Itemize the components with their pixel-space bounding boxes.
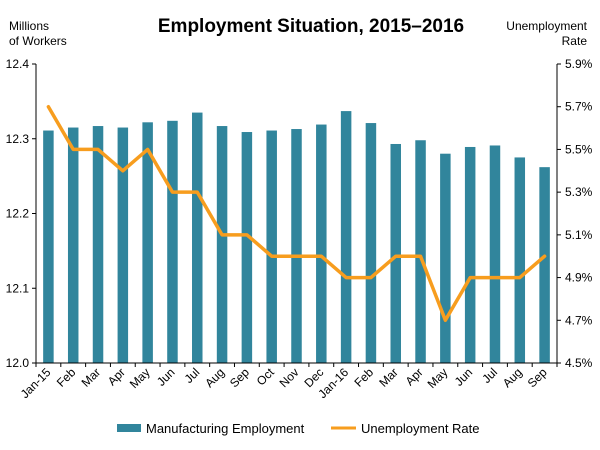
right-tick-label-5: 5.5% xyxy=(565,142,593,156)
right-axis-ticks: 4.5% 4.7% 4.9% 5.1% 5.3% 5.5% 5.7% 5.9% xyxy=(557,57,593,370)
right-tick-label-1: 4.7% xyxy=(565,313,593,327)
x-tick-label-9: Oct xyxy=(254,365,278,389)
x-tick-label-16: May xyxy=(425,365,451,391)
bar-14 xyxy=(390,143,401,363)
x-tick-label-15: Apr xyxy=(403,365,426,388)
x-tick-label-2: Mar xyxy=(79,365,104,390)
x-tick-label-7: Aug xyxy=(202,365,227,390)
bar-11 xyxy=(316,124,327,363)
bar-7 xyxy=(216,126,228,363)
chart-title: Employment Situation, 2015–2016 xyxy=(158,16,464,37)
right-axis-title-line-1: Unemployment xyxy=(506,19,587,33)
x-tick-label-10: Nov xyxy=(277,365,302,390)
bar-12 xyxy=(340,111,352,363)
legend-bar-label: Manufacturing Employment xyxy=(146,421,305,436)
bar-series xyxy=(43,111,550,364)
left-tick-label-0: 12.0 xyxy=(6,356,30,370)
right-axis-title-line-2: Rate xyxy=(562,34,588,48)
left-tick-label-4: 12.4 xyxy=(6,57,30,71)
bar-18 xyxy=(489,145,501,363)
left-tick-label-2: 12.2 xyxy=(6,207,30,221)
legend: Manufacturing Employment Unemployment Ra… xyxy=(117,421,480,436)
x-tick-label-3: Apr xyxy=(105,365,128,388)
legend-bar-swatch xyxy=(117,424,141,432)
right-tick-label-4: 5.3% xyxy=(565,185,593,199)
bar-8 xyxy=(241,132,253,363)
bar-13 xyxy=(365,123,377,364)
bar-5 xyxy=(167,120,178,363)
x-tick-label-5: Jun xyxy=(154,365,178,389)
bar-10 xyxy=(291,129,302,363)
left-axis-ticks: 12.0 12.1 12.2 12.3 12.4 xyxy=(6,57,36,370)
left-tick-label-3: 12.3 xyxy=(6,132,30,146)
bar-17 xyxy=(464,146,476,363)
x-tick-label-0: Jan-15 xyxy=(18,365,54,401)
bar-9 xyxy=(266,130,277,363)
bar-1 xyxy=(67,127,79,363)
x-tick-label-20: Sep xyxy=(525,365,550,390)
bar-2 xyxy=(92,126,104,363)
x-tick-label-17: Jun xyxy=(452,365,476,389)
right-tick-label-2: 4.9% xyxy=(565,271,593,285)
bar-15 xyxy=(415,140,426,363)
legend-line-label: Unemployment Rate xyxy=(361,421,480,436)
unemployment-rate-line xyxy=(46,104,547,323)
right-tick-label-7: 5.9% xyxy=(565,57,593,71)
x-tick-label-19: Aug xyxy=(500,365,525,390)
bar-4 xyxy=(142,122,153,364)
x-tick-label-14: Mar xyxy=(376,365,401,390)
left-tick-label-1: 12.1 xyxy=(6,281,30,295)
right-tick-label-6: 5.7% xyxy=(565,100,593,114)
x-tick-label-1: Feb xyxy=(54,365,79,390)
x-tick-label-13: Feb xyxy=(352,365,377,390)
bar-0 xyxy=(43,130,54,363)
x-tick-label-6: Jul xyxy=(182,365,203,386)
bar-3 xyxy=(117,127,129,363)
left-axis-title-line-2: of Workers xyxy=(9,34,67,48)
left-axis-title-line-1: Millions xyxy=(9,19,49,33)
bar-16 xyxy=(440,153,451,363)
x-tick-label-4: May xyxy=(127,365,153,391)
x-tick-label-18: Jul xyxy=(479,365,500,386)
x-tick-label-8: Sep xyxy=(227,365,252,390)
line-series xyxy=(46,104,547,323)
right-tick-label-0: 4.5% xyxy=(565,356,593,370)
bar-20 xyxy=(539,167,550,363)
bar-6 xyxy=(192,112,203,364)
right-tick-label-3: 5.1% xyxy=(565,228,593,242)
bar-19 xyxy=(514,157,526,363)
